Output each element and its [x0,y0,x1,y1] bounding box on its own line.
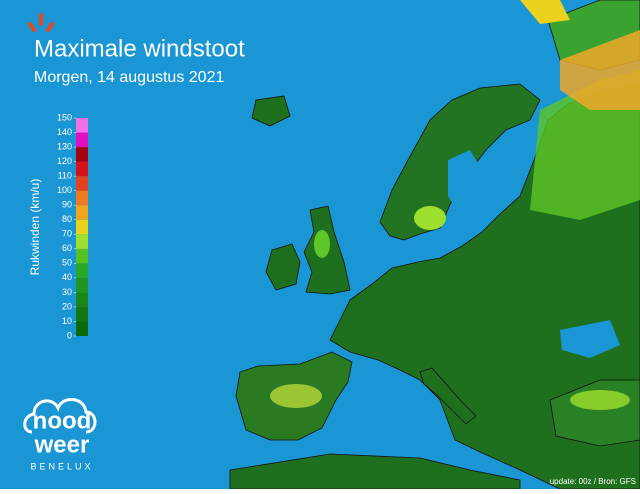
legend-swatch [76,190,88,206]
legend-tick-label: 40 [62,272,72,282]
logo-line1: nood [33,407,92,434]
legend-swatch [76,292,88,307]
ireland [265,243,301,291]
legend-swatch [76,248,88,264]
footer-source: update: 00z / Bron: GFS [550,477,636,486]
logo-line2: weer [34,431,90,458]
italy [419,367,477,425]
legend-swatch [76,161,88,177]
logo-cloud [23,398,97,434]
legend-tick-label: 130 [57,141,72,151]
legend-tick-label: 70 [62,229,72,239]
legend-swatch [76,176,88,191]
wind-patches [270,0,640,410]
legend-swatch [76,118,88,133]
legend-swatch [76,321,88,336]
legend-tick-label: 10 [62,316,72,326]
legend-tick-label: 140 [57,127,72,137]
legend-tick-label: 120 [57,156,72,166]
black-sea [560,320,620,358]
baltic-sea [448,150,482,212]
legend-tick-label: 110 [58,171,72,181]
legend-tick-label: 90 [62,200,72,210]
logo-tagline: BENELUX [30,461,93,471]
legend-swatch [76,219,88,235]
logo-rays [28,13,54,32]
legend: 0 10 20 30 40 50 60 70 80 90 100 110 120 130 140 150 [57,112,88,340]
legend-swatch [76,263,88,278]
title: Maximale windstoot [34,35,245,62]
legend-tick-label: 30 [62,287,72,297]
legend-tick-label: 50 [62,258,72,268]
legend-tick-label: 150 [57,112,72,122]
legend-swatch [76,205,88,220]
subtitle: Morgen, 14 augustus 2021 [34,69,224,86]
legend-swatch [76,234,88,249]
legend-tick-label: 100 [57,185,72,195]
legend-tick-label: 20 [62,301,72,311]
legend-swatch [76,277,88,293]
legend-swatch [76,132,88,148]
legend-swatch [76,306,88,322]
legend-label: Rukwinden (km/u) [28,179,42,276]
legend-swatch [76,147,88,162]
iceland [251,95,291,127]
legend-tick-label: 60 [62,243,72,253]
legend-tick-label: 80 [62,214,72,224]
legend-tick-label: 0 [67,330,72,340]
